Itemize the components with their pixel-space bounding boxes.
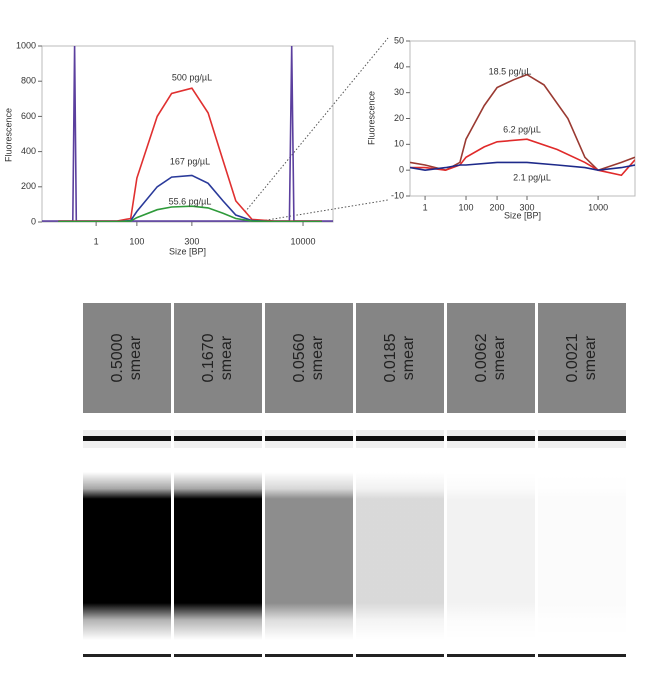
y-axis-label: Fluorescence bbox=[3, 108, 13, 162]
lane-type: smear bbox=[582, 335, 599, 380]
lane-type: smear bbox=[400, 335, 417, 380]
series-line bbox=[410, 161, 635, 172]
y-tick-label: 30 bbox=[394, 87, 404, 97]
lower-marker bbox=[174, 654, 262, 657]
lane-header bbox=[538, 303, 626, 413]
y-tick-label: 400 bbox=[21, 146, 36, 156]
lower-marker bbox=[83, 654, 171, 657]
y-tick-label: 50 bbox=[394, 35, 404, 45]
lane-type: smear bbox=[127, 335, 144, 380]
x-axis-label: Size [BP] bbox=[169, 246, 206, 256]
smear bbox=[83, 472, 171, 640]
series-label: 6.2 pg/µL bbox=[503, 124, 541, 134]
lane-header bbox=[265, 303, 353, 413]
x-tick-label: 300 bbox=[519, 202, 534, 212]
y-tick-label: 20 bbox=[394, 113, 404, 123]
smear bbox=[538, 472, 626, 640]
series-line bbox=[42, 46, 333, 222]
lane-header bbox=[356, 303, 444, 413]
lane-type: smear bbox=[309, 335, 326, 380]
lane-value: 0.5000 bbox=[109, 333, 126, 382]
lower-marker bbox=[447, 654, 535, 657]
lower-marker bbox=[356, 654, 444, 657]
series-line bbox=[58, 205, 322, 222]
lane-value: 0.1670 bbox=[200, 333, 217, 382]
x-tick-label: 200 bbox=[490, 202, 505, 212]
x-tick-label: 1 bbox=[94, 236, 99, 246]
y-tick-label: 800 bbox=[21, 76, 36, 86]
lane-value: 0.0062 bbox=[473, 333, 490, 382]
upper-marker bbox=[83, 436, 171, 441]
upper-marker bbox=[447, 436, 535, 441]
lane-value: 0.0021 bbox=[564, 333, 581, 382]
zoom-line bbox=[244, 37, 389, 213]
lower-marker bbox=[538, 654, 626, 657]
upper-marker bbox=[538, 436, 626, 441]
lower-marker bbox=[265, 654, 353, 657]
smear bbox=[356, 472, 444, 640]
lane-header bbox=[447, 303, 535, 413]
x-tick-label: 100 bbox=[459, 202, 474, 212]
upper-marker bbox=[174, 436, 262, 441]
series-label: 167 pg/µL bbox=[170, 156, 210, 166]
lane-type: smear bbox=[218, 335, 235, 380]
y-axis-label: Fluorescence bbox=[366, 91, 376, 145]
x-tick-label: 100 bbox=[129, 236, 144, 246]
y-tick-label: 0 bbox=[399, 165, 404, 175]
plot-area bbox=[410, 73, 635, 177]
lane-header bbox=[83, 303, 171, 413]
y-tick-label: 600 bbox=[21, 111, 36, 121]
lane-value: 0.0560 bbox=[291, 333, 308, 382]
y-tick-label: 1000 bbox=[16, 40, 36, 50]
upper-marker bbox=[356, 436, 444, 441]
x-axis-label: Size [BP] bbox=[504, 210, 541, 220]
x-tick-label: 10000 bbox=[291, 236, 316, 246]
series-line bbox=[410, 73, 635, 172]
lane-header bbox=[174, 303, 262, 413]
plot-frame bbox=[41, 45, 334, 223]
y-tick-label: 0 bbox=[31, 216, 36, 226]
x-tick-label: 1000 bbox=[588, 202, 608, 212]
x-tick-label: 300 bbox=[184, 236, 199, 246]
series-label: 2.1 pg/µL bbox=[513, 172, 551, 182]
y-tick-label: 10 bbox=[394, 139, 404, 149]
x-tick-label: 1 bbox=[423, 202, 428, 212]
series-label: 18.5 pg/µL bbox=[489, 66, 532, 76]
series-label: 500 pg/µL bbox=[172, 72, 212, 82]
zoom-line bbox=[254, 199, 389, 223]
y-tick-label: -10 bbox=[391, 190, 404, 200]
smear bbox=[447, 472, 535, 640]
plot-area bbox=[42, 46, 333, 222]
series-label: 55.6 pg/µL bbox=[169, 196, 212, 206]
lane-type: smear bbox=[491, 335, 508, 380]
y-tick-label: 40 bbox=[394, 61, 404, 71]
y-tick-label: 200 bbox=[21, 181, 36, 191]
smear bbox=[265, 472, 353, 640]
lane-value: 0.0185 bbox=[382, 333, 399, 382]
smear bbox=[174, 472, 262, 640]
upper-marker bbox=[265, 436, 353, 441]
